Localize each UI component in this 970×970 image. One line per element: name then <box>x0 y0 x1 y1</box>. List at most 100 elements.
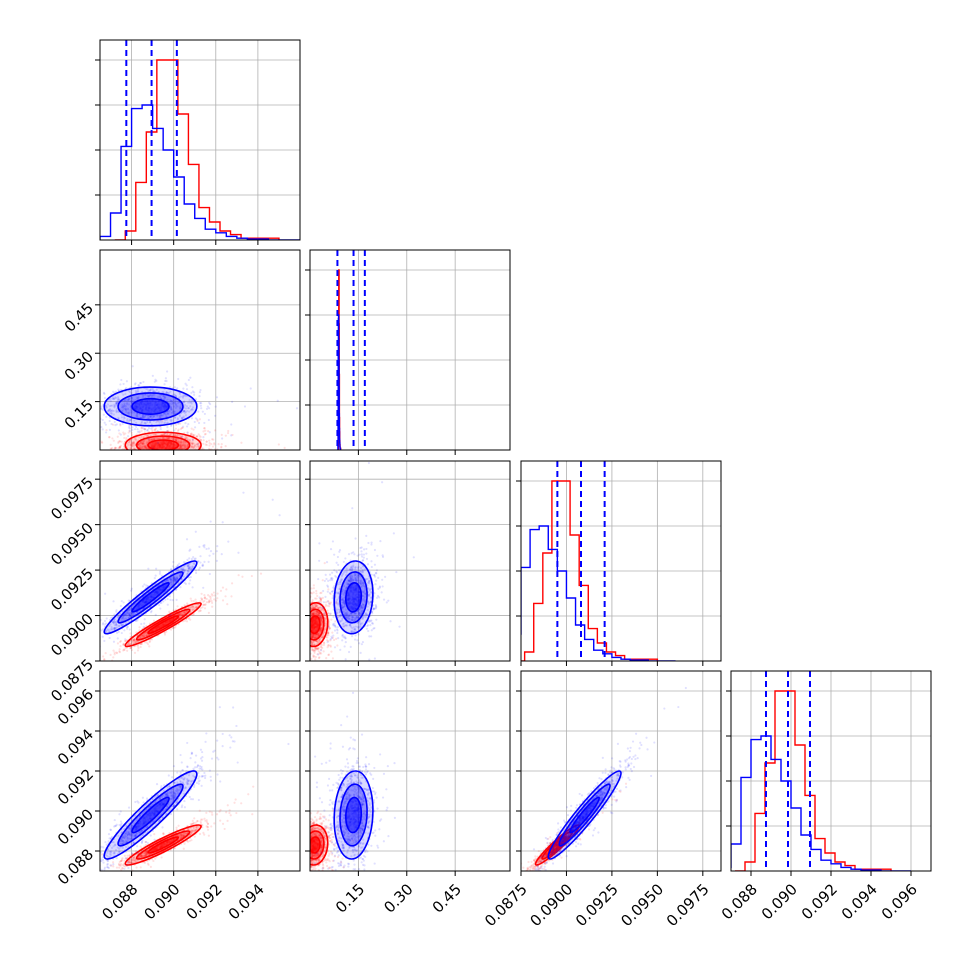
scatter-point <box>120 623 123 626</box>
scatter-point <box>190 599 193 602</box>
scatter-point <box>349 577 353 580</box>
scatter-point <box>113 628 116 631</box>
scatter-point <box>109 447 112 450</box>
scatter-point <box>226 603 229 606</box>
scatter-point <box>193 557 196 560</box>
scatter-point <box>161 436 164 439</box>
scatter-point <box>141 635 144 638</box>
scatter-point <box>205 443 208 447</box>
scatter-point <box>121 616 124 620</box>
scatter-point <box>198 390 202 394</box>
scatter-point <box>141 585 145 588</box>
scatter-point <box>324 601 328 604</box>
scatter-point <box>137 442 141 446</box>
scatter-point <box>341 634 344 637</box>
scatter-point <box>143 583 146 586</box>
scatter-point <box>108 428 111 431</box>
scatter-point <box>227 429 230 433</box>
scatter-point <box>320 622 324 625</box>
scatter-point <box>194 557 197 560</box>
scatter-point <box>277 443 280 446</box>
scatter-point <box>360 605 363 608</box>
scatter-point <box>312 584 315 587</box>
scatter-point <box>108 410 112 413</box>
scatter-point <box>170 578 173 581</box>
scatter-point <box>184 446 187 449</box>
scatter-point <box>153 394 156 397</box>
scatter-point <box>175 570 178 573</box>
scatter-point <box>143 445 146 448</box>
scatter-point <box>179 612 182 616</box>
panel-content <box>83 365 299 450</box>
scatter-point <box>276 399 279 402</box>
scatter-point <box>174 439 178 442</box>
scatter-point <box>330 618 333 621</box>
scatter-point <box>192 556 195 559</box>
scatter-point <box>163 432 167 435</box>
scatter-point <box>215 559 218 562</box>
scatter-point <box>174 395 177 398</box>
scatter-point <box>144 631 147 634</box>
scatter-point <box>191 386 194 389</box>
scatter-point <box>131 445 135 448</box>
scatter-point <box>311 599 314 602</box>
scatter-point <box>97 659 99 661</box>
scatter-point <box>163 580 166 583</box>
scatter-point <box>126 643 130 646</box>
scatter-point <box>183 409 186 413</box>
scatter-point <box>331 577 334 580</box>
scatter-point <box>85 642 87 644</box>
scatter-point <box>312 612 315 616</box>
scatter-point <box>179 440 182 444</box>
scatter-point <box>177 613 180 616</box>
scatter-point <box>372 627 375 630</box>
scatter-point <box>336 612 339 615</box>
scatter-point <box>183 447 186 450</box>
scatter-point <box>325 561 329 564</box>
scatter-point <box>230 434 233 437</box>
scatter-point <box>327 632 330 635</box>
scatter-point <box>43 684 45 686</box>
scatter-point <box>387 599 390 602</box>
scatter-point <box>314 635 318 638</box>
scatter-point <box>323 628 327 631</box>
scatter-point <box>329 579 332 582</box>
scatter-point <box>83 444 85 446</box>
scatter-point <box>127 431 130 434</box>
scatter-point <box>319 629 322 632</box>
scatter-point <box>353 638 357 641</box>
scatter-point <box>170 419 173 422</box>
scatter-point <box>316 647 320 650</box>
scatter-point <box>189 597 192 600</box>
scatter-point <box>190 567 194 570</box>
scatter-point <box>362 565 365 568</box>
scatter-point <box>215 550 218 553</box>
scatter-point <box>141 445 144 448</box>
scatter-point <box>316 634 319 637</box>
scatter-point <box>358 579 361 582</box>
scatter-point <box>89 393 91 395</box>
scatter-point <box>367 461 371 465</box>
scatter-point <box>200 598 204 602</box>
scatter-point <box>336 644 339 647</box>
scatter-point <box>143 393 147 396</box>
scatter-point <box>314 655 317 659</box>
scatter-point <box>123 399 126 402</box>
scatter-point <box>141 390 144 393</box>
scatter-point <box>129 632 132 635</box>
scatter-point <box>109 653 112 656</box>
scatter-point <box>321 579 324 582</box>
scatter-point <box>183 401 186 404</box>
scatter-point <box>163 397 166 400</box>
scatter-point <box>111 437 114 440</box>
scatter-point <box>179 395 182 398</box>
scatter-point <box>182 410 185 413</box>
scatter-point <box>119 644 122 648</box>
contour-red-2 <box>310 615 321 635</box>
scatter-point <box>125 402 129 405</box>
scatter-point <box>122 649 125 652</box>
scatter-point <box>144 446 147 449</box>
scatter-point <box>175 575 179 579</box>
scatter-point <box>188 410 191 413</box>
scatter-point <box>170 567 173 571</box>
